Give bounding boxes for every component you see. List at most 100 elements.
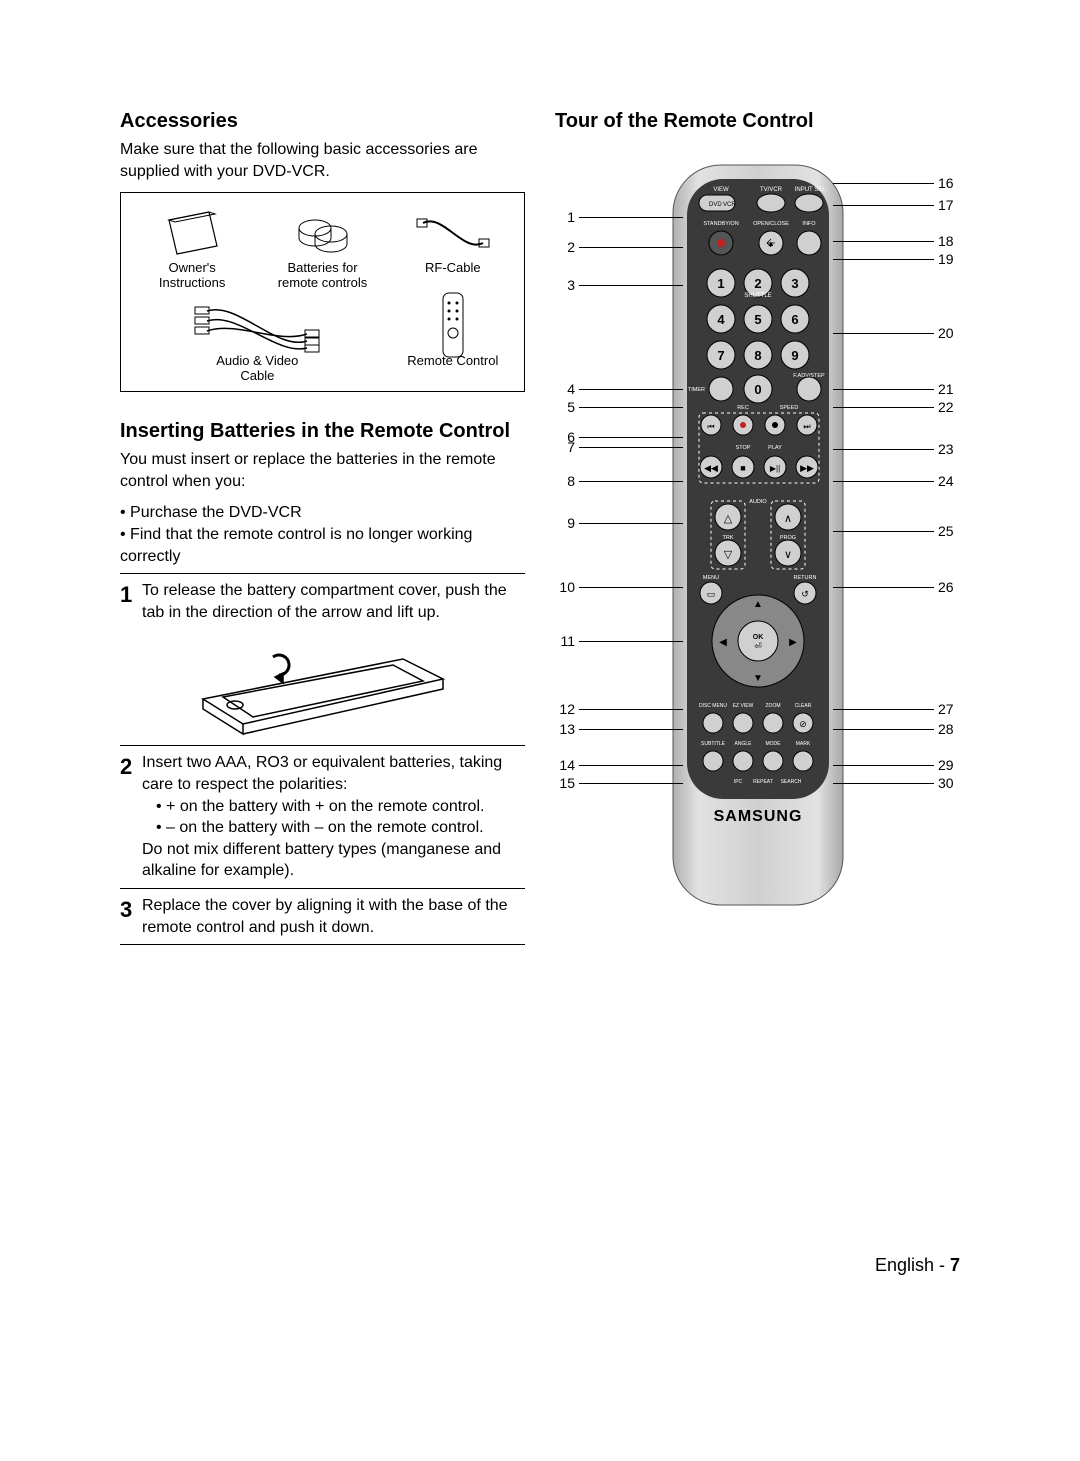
inserting-heading: Inserting Batteries in the Remote Contro…	[120, 420, 525, 443]
svg-text:5: 5	[754, 312, 761, 327]
callout-8: 8	[555, 474, 575, 488]
svg-text:OK: OK	[752, 634, 763, 641]
svg-text:REPEAT: REPEAT	[753, 779, 773, 785]
svg-text:▲: ▲	[767, 239, 775, 248]
svg-text:▽: ▽	[723, 549, 732, 561]
svg-text:DVD: DVD	[709, 202, 722, 208]
callout-30: 30	[938, 776, 960, 790]
svg-text:⏎: ⏎	[754, 641, 762, 651]
svg-text:VIEW: VIEW	[713, 187, 729, 193]
step-2-num: 2	[120, 752, 142, 882]
svg-text:⏭: ⏭	[803, 422, 810, 431]
svg-text:MARK: MARK	[795, 741, 810, 747]
svg-text:∨: ∨	[783, 549, 791, 561]
svg-text:PLAY: PLAY	[768, 445, 782, 451]
svg-text:■: ■	[740, 463, 745, 473]
svg-text:DISC MENU: DISC MENU	[698, 703, 726, 709]
svg-text:AUDIO: AUDIO	[749, 499, 767, 505]
bullet-purchase: • Purchase the DVD-VCR	[120, 502, 525, 524]
svg-text:SUBTITLE: SUBTITLE	[701, 741, 726, 747]
step-2c: • – on the battery with – on the remote …	[156, 817, 525, 839]
svg-text:SHUTTLE: SHUTTLE	[744, 293, 771, 299]
callout-4: 4	[555, 382, 575, 396]
svg-text:STOP: STOP	[735, 445, 750, 451]
step-2a: Insert two AAA, RO3 or equivalent batter…	[142, 752, 525, 795]
callout-7: 7	[555, 440, 575, 454]
acc-av: Audio & Video Cable	[129, 298, 386, 383]
battery-cover-illustration	[183, 629, 463, 739]
bullet-notworking: • Find that the remote control is no lon…	[120, 524, 525, 567]
accessories-intro: Make sure that the following basic acces…	[120, 139, 525, 182]
callout-16: 16	[938, 176, 960, 190]
accessories-heading: Accessories	[120, 110, 525, 133]
svg-text:IPC: IPC	[733, 779, 742, 785]
inserting-intro: You must insert or replace the batteries…	[120, 449, 525, 492]
callout-26: 26	[938, 580, 960, 594]
svg-text:◀◀: ◀◀	[704, 463, 718, 473]
callout-5: 5	[555, 400, 575, 414]
svg-text:ANGLE: ANGLE	[734, 741, 752, 747]
callout-29: 29	[938, 758, 960, 772]
step-3-text: Replace the cover by aligning it with th…	[142, 895, 525, 938]
svg-text:7: 7	[717, 348, 724, 363]
svg-text:VCR: VCR	[723, 202, 736, 208]
callout-15: 15	[555, 776, 575, 790]
svg-text:3: 3	[791, 276, 798, 291]
acc-batteries: Batteries for remote controls	[259, 205, 385, 290]
svg-text:RETURN: RETURN	[793, 575, 816, 581]
svg-text:◀: ◀	[719, 637, 727, 648]
svg-text:△: △	[723, 513, 732, 525]
svg-text:▶: ▶	[789, 637, 797, 648]
callout-9: 9	[555, 516, 575, 530]
callout-24: 24	[938, 474, 960, 488]
acc-rf: RF-Cable	[390, 205, 516, 290]
remote-diagram: VIEW TV/VCR INPUT SEL. DVD VCR STANDBY/O…	[555, 161, 960, 921]
svg-text:▭: ▭	[706, 589, 715, 599]
callout-10: 10	[555, 580, 575, 594]
acc-owners: Owner's Instructions	[129, 205, 255, 290]
svg-text:MENU: MENU	[702, 575, 718, 581]
svg-text:SPEED: SPEED	[779, 405, 798, 411]
acc-remote: Remote Control	[390, 298, 516, 383]
callout-11: 11	[555, 634, 575, 648]
svg-text:▼: ▼	[753, 673, 763, 684]
callout-14: 14	[555, 758, 575, 772]
svg-text:↺: ↺	[801, 589, 809, 599]
callout-28: 28	[938, 722, 960, 736]
step-1-text: To release the battery compartment cover…	[142, 580, 525, 623]
svg-text:⊘: ⊘	[799, 719, 807, 729]
svg-text:▲: ▲	[753, 599, 763, 610]
page-footer: English - 7	[875, 1255, 960, 1276]
callout-17: 17	[938, 198, 960, 212]
callout-13: 13	[555, 722, 575, 736]
callout-22: 22	[938, 400, 960, 414]
callout-3: 3	[555, 278, 575, 292]
svg-text:▶▶: ▶▶	[800, 463, 814, 473]
callout-20: 20	[938, 326, 960, 340]
svg-text:MODE: MODE	[765, 741, 781, 747]
svg-text:1: 1	[717, 276, 724, 291]
right-column: Tour of the Remote Control VIE	[555, 110, 960, 951]
svg-text:9: 9	[791, 348, 798, 363]
svg-text:REC: REC	[737, 405, 749, 411]
svg-text:OPEN/CLOSE: OPEN/CLOSE	[753, 221, 789, 227]
step-3-num: 3	[120, 895, 142, 938]
callout-25: 25	[938, 524, 960, 538]
svg-text:∧: ∧	[783, 513, 791, 525]
step-1-num: 1	[120, 580, 142, 623]
svg-text:CLEAR: CLEAR	[794, 703, 811, 709]
step-2d: Do not mix different battery types (mang…	[142, 839, 525, 882]
callout-27: 27	[938, 702, 960, 716]
svg-text:4: 4	[717, 312, 725, 327]
callout-21: 21	[938, 382, 960, 396]
svg-text:⏮: ⏮	[707, 422, 714, 431]
svg-text:EZ VIEW: EZ VIEW	[732, 703, 753, 709]
svg-text:SEARCH: SEARCH	[780, 779, 801, 785]
callout-18: 18	[938, 234, 960, 248]
svg-text:INFO: INFO	[802, 221, 816, 227]
step-2b: • + on the battery with + on the remote …	[156, 796, 525, 818]
left-column: Accessories Make sure that the following…	[120, 110, 525, 951]
svg-text:2: 2	[754, 276, 761, 291]
callout-2: 2	[555, 240, 575, 254]
svg-text:SAMSUNG: SAMSUNG	[713, 808, 802, 825]
